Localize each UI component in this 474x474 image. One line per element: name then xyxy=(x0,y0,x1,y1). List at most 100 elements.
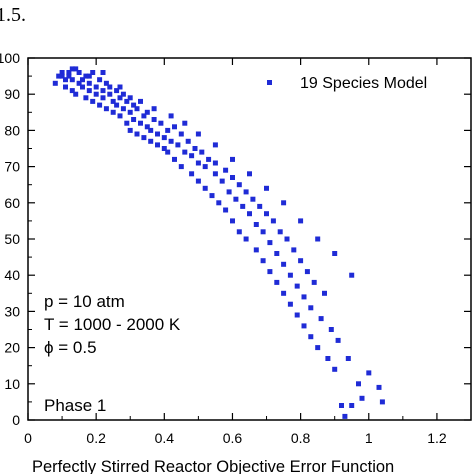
data-point xyxy=(56,73,62,79)
data-point xyxy=(230,156,235,162)
data-point xyxy=(202,185,208,191)
data-point xyxy=(243,236,249,242)
data-point xyxy=(172,124,177,130)
data-point xyxy=(304,269,310,275)
data-point xyxy=(107,84,113,90)
data-point xyxy=(97,77,103,83)
data-point xyxy=(247,211,252,217)
data-point xyxy=(236,182,242,188)
data-point xyxy=(83,73,89,79)
data-point xyxy=(120,106,126,112)
data-point xyxy=(165,149,171,155)
y-tick-label: 80 xyxy=(4,122,20,138)
data-point xyxy=(349,272,355,278)
data-point xyxy=(212,142,218,148)
data-point xyxy=(349,403,355,408)
data-point xyxy=(76,80,82,86)
data-point xyxy=(199,149,205,155)
plot-frame xyxy=(27,57,472,421)
y-tick-label: 20 xyxy=(4,340,20,356)
data-point xyxy=(141,135,147,141)
data-point xyxy=(315,345,321,351)
data-point xyxy=(308,334,314,340)
data-points xyxy=(52,66,385,419)
data-point xyxy=(277,229,283,235)
data-point xyxy=(172,156,177,162)
data-point xyxy=(175,142,181,148)
data-point xyxy=(311,279,317,285)
y-tick-label: 10 xyxy=(4,376,20,392)
data-point xyxy=(120,91,126,97)
data-point xyxy=(110,98,116,104)
data-point xyxy=(195,160,201,166)
data-point xyxy=(178,164,184,170)
data-point xyxy=(209,193,215,199)
data-point xyxy=(52,80,58,86)
data-point xyxy=(93,84,99,90)
y-tick-label: 90 xyxy=(4,86,20,102)
data-point xyxy=(66,70,72,75)
data-point xyxy=(325,356,331,361)
data-point xyxy=(185,138,191,144)
annotation-equivalence-ratio: ϕ = 0.5 xyxy=(44,338,97,357)
data-point xyxy=(359,395,365,401)
data-point xyxy=(322,290,327,296)
data-point xyxy=(267,240,273,246)
data-point xyxy=(189,153,195,159)
data-point xyxy=(335,337,341,343)
data-point xyxy=(206,156,212,162)
data-point xyxy=(100,88,106,94)
data-point xyxy=(59,73,65,79)
data-point xyxy=(103,106,109,112)
data-point xyxy=(189,171,195,177)
data-point xyxy=(69,77,75,83)
data-point xyxy=(90,98,96,104)
data-point xyxy=(59,70,65,75)
data-point xyxy=(80,84,85,90)
x-tick-label: 0.2 xyxy=(86,430,106,446)
data-point xyxy=(114,102,120,108)
data-point xyxy=(114,88,120,94)
data-point xyxy=(281,200,287,206)
data-point xyxy=(264,211,269,217)
data-point xyxy=(345,356,351,361)
x-tick-label: 0.4 xyxy=(155,430,175,446)
data-point xyxy=(127,95,133,101)
y-tick-label: 70 xyxy=(4,159,20,175)
data-point xyxy=(168,113,174,119)
data-point xyxy=(144,109,150,115)
data-point xyxy=(212,171,218,177)
data-point xyxy=(141,113,147,119)
y-tick-label: 50 xyxy=(4,231,20,247)
data-point xyxy=(144,124,150,130)
data-point xyxy=(73,66,79,72)
data-point xyxy=(318,316,324,322)
data-point xyxy=(131,102,137,108)
data-point xyxy=(223,167,229,173)
data-point xyxy=(107,91,113,97)
data-point xyxy=(117,113,123,119)
data-point xyxy=(103,80,109,86)
data-point xyxy=(127,109,133,115)
data-point xyxy=(230,175,235,180)
legend-marker xyxy=(267,80,272,85)
data-point xyxy=(124,120,130,126)
data-point xyxy=(226,189,232,195)
data-point xyxy=(274,279,280,285)
y-tick-label: 40 xyxy=(4,267,20,283)
y-tick-label: 0 xyxy=(12,412,20,428)
data-point xyxy=(90,70,96,75)
data-point xyxy=(287,272,293,278)
x-tick-label: 1 xyxy=(365,430,373,446)
data-point xyxy=(339,403,344,408)
data-point xyxy=(178,131,184,137)
data-point xyxy=(236,229,242,235)
data-point xyxy=(212,160,218,166)
data-point xyxy=(376,384,382,390)
data-point xyxy=(192,146,198,151)
data-point xyxy=(332,251,338,256)
data-point xyxy=(69,66,75,72)
data-point xyxy=(138,98,143,104)
y-tick-label: 60 xyxy=(4,195,20,211)
data-point xyxy=(332,366,338,372)
